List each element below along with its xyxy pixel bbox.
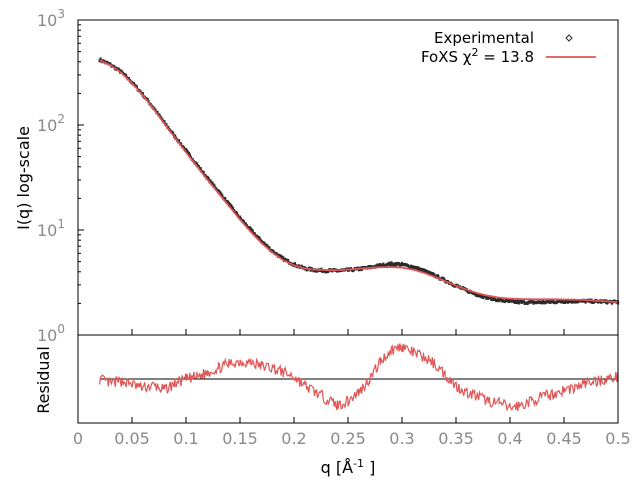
- legend-foxs-label: FoXS χ2 = 13.8: [421, 46, 534, 66]
- y-tick-label-0: 100: [37, 322, 65, 345]
- residual-axis-label: Residual: [34, 346, 53, 414]
- experimental-point: [207, 176, 210, 181]
- experimental-point: [360, 267, 363, 272]
- experimental-point: [489, 295, 492, 300]
- experimental-point: [491, 295, 494, 300]
- experimental-point: [224, 196, 227, 201]
- foxs-fit-line: [99, 59, 619, 304]
- residual-line: [99, 343, 619, 412]
- experimental-point: [379, 262, 382, 267]
- experimental-point: [141, 92, 144, 96]
- experimental-point: [482, 295, 485, 300]
- main-panel: 100 101 102 103 I(q) log-scale: [14, 7, 620, 345]
- experimental-point: [231, 205, 234, 209]
- experimental-point: [211, 181, 214, 185]
- experimental-point: [293, 262, 297, 266]
- y-axis-label: I(q) log-scale: [14, 126, 33, 230]
- experimental-point: [173, 134, 177, 138]
- experimental-point: [188, 153, 191, 157]
- experimental-point: [235, 211, 239, 215]
- experimental-point: [109, 62, 112, 66]
- x-tick-label-5: 0.25: [330, 429, 366, 448]
- experimental-point: [182, 146, 186, 150]
- experimental-point: [394, 263, 398, 267]
- x-ticks: 0 0.05 0.1 0.15 0.2 0.25 0.3 0.35 0.4 0.45 0.5: [73, 329, 631, 448]
- experimental-point: [437, 274, 440, 278]
- x-tick-label-6: 0.3: [389, 429, 414, 448]
- experimental-point: [209, 179, 212, 183]
- experimental-point: [156, 110, 159, 115]
- experimental-point: [118, 68, 121, 72]
- experimental-point: [204, 174, 207, 178]
- experimental-point: [516, 299, 519, 303]
- experimental-point: [238, 215, 242, 219]
- experimental-point: [177, 139, 181, 143]
- experimental-point: [231, 207, 235, 211]
- x-tick-label-3: 0.15: [222, 429, 258, 448]
- experimental-point: [220, 192, 223, 196]
- experimental-point: [197, 165, 200, 169]
- legend-experimental-marker: [565, 34, 573, 42]
- experimental-point: [251, 229, 254, 233]
- experimental-point: [127, 77, 131, 81]
- experimental-point: [386, 263, 389, 268]
- experimental-point: [195, 162, 198, 166]
- x-tick-label-4: 0.2: [281, 429, 306, 448]
- experimental-point: [253, 232, 256, 236]
- x-tick-label-7: 0.35: [438, 429, 474, 448]
- experimental-point: [179, 142, 183, 146]
- residual-panel: 0 0.05 0.1 0.15 0.2 0.25 0.3 0.35 0.4 0.45 0.5 Res…: [34, 329, 631, 477]
- experimental-point: [113, 65, 116, 69]
- legend-experimental-glyph: [565, 34, 573, 42]
- experimental-point: [443, 277, 446, 281]
- y-tick-label-2: 102: [37, 112, 65, 135]
- x-tick-label-0: 0: [73, 429, 83, 448]
- experimental-point: [163, 120, 166, 124]
- x-axis-label: q [Å-1 ]: [321, 457, 376, 477]
- experimental-point: [135, 85, 138, 89]
- experimental-point: [99, 57, 102, 61]
- experimental-point: [158, 113, 161, 117]
- experimental-point: [232, 209, 236, 213]
- experimental-point: [172, 131, 175, 135]
- main-y-ticks: 100 101 102 103: [37, 7, 84, 345]
- experimental-point: [309, 268, 312, 272]
- experimental-point: [415, 265, 418, 270]
- experimental-point: [213, 184, 216, 188]
- experimental-point: [202, 170, 205, 174]
- experimental-point: [242, 220, 245, 224]
- experimental-point: [490, 297, 493, 302]
- experimental-point: [124, 74, 128, 78]
- y-tick-label-1: 101: [37, 217, 65, 240]
- x-tick-label-1: 0.05: [114, 429, 150, 448]
- experimental-point: [132, 81, 136, 86]
- legend-experimental-label: Experimental: [434, 29, 534, 47]
- experimental-point: [221, 194, 224, 198]
- experimental-point: [300, 264, 303, 268]
- experimental-point: [272, 249, 275, 253]
- experimental-point: [268, 246, 271, 250]
- x-tick-label-9: 0.45: [546, 429, 582, 448]
- x-tick-label-8: 0.4: [497, 429, 522, 448]
- experimental-point: [570, 300, 573, 304]
- experimental-point: [422, 268, 425, 272]
- experimental-point: [258, 236, 261, 240]
- experimental-point: [433, 273, 436, 277]
- experimental-point: [417, 266, 420, 270]
- x-tick-label-10: 0.5: [605, 429, 630, 448]
- experimental-point: [282, 256, 285, 260]
- experimental-point: [382, 262, 385, 266]
- experimental-point: [286, 258, 290, 263]
- experimental-point: [244, 222, 247, 226]
- experimental-point: [484, 294, 487, 298]
- experimental-point: [522, 299, 525, 304]
- y-tick-label-3: 103: [37, 7, 65, 30]
- experimental-point: [199, 167, 202, 171]
- experimental-point: [146, 98, 149, 102]
- x-tick-label-2: 0.1: [173, 429, 198, 448]
- legend: Experimental FoXS χ2 = 13.8: [421, 29, 596, 66]
- experimental-point: [266, 244, 269, 248]
